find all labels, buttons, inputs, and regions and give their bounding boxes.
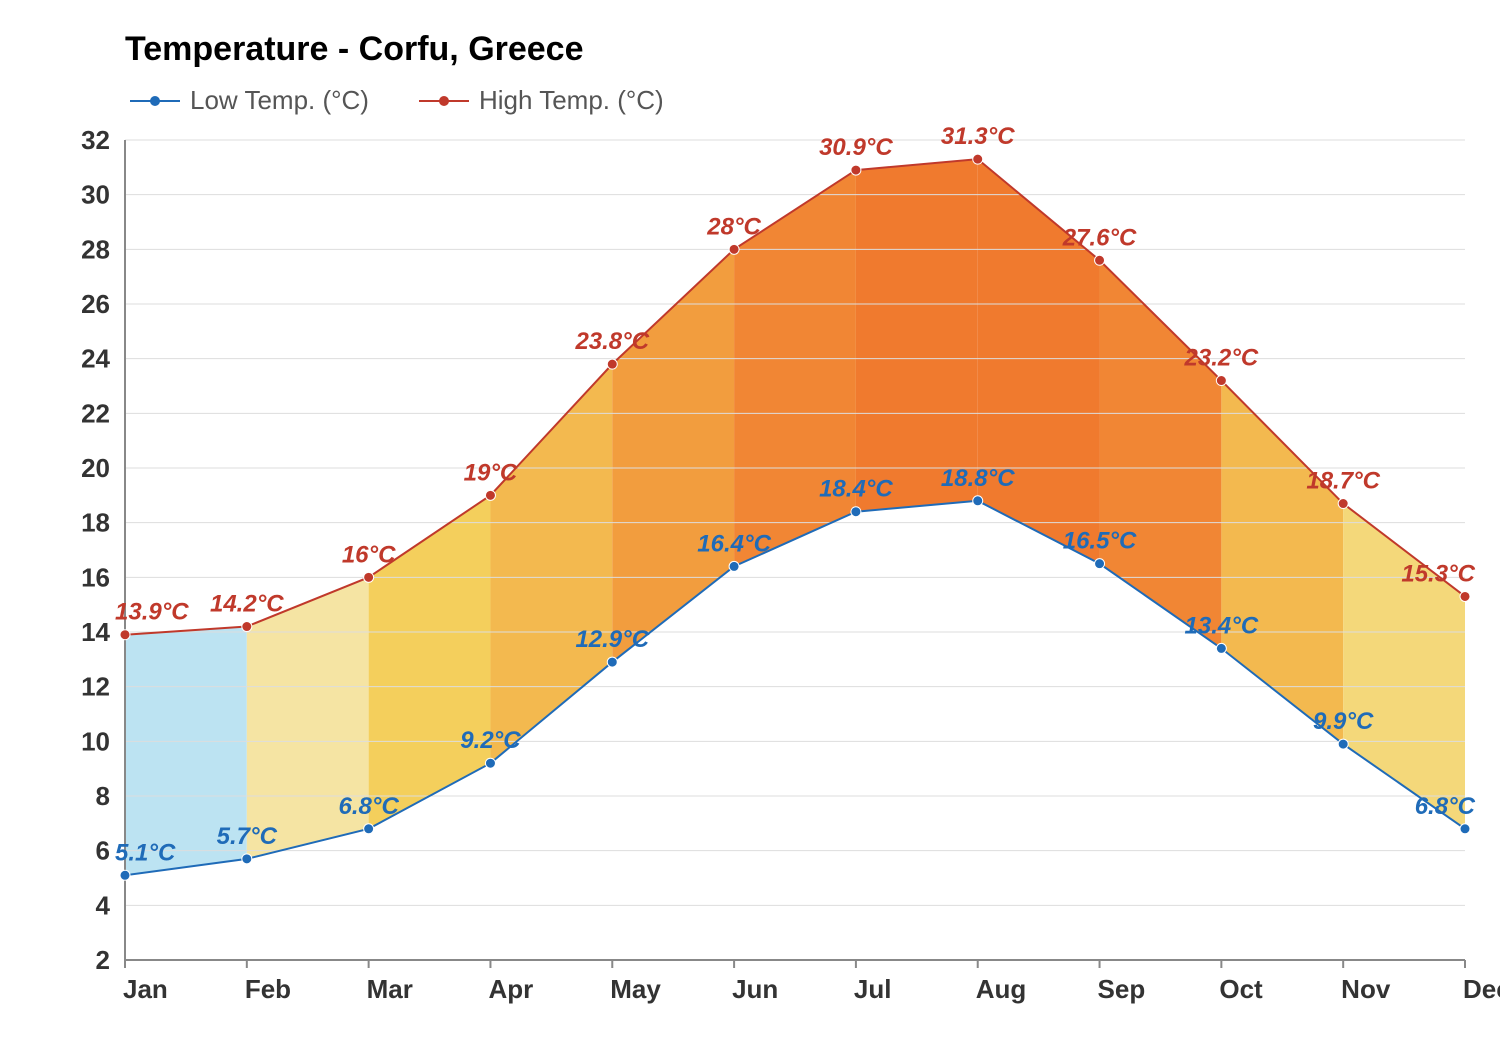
band-segment [1100,260,1222,648]
y-axis-label: 4 [96,890,111,920]
high-marker [1095,255,1105,265]
y-axis-label: 32 [81,125,110,155]
low-label: 18.4°C [819,476,893,503]
low-label: 13.4°C [1185,612,1259,639]
high-label: 30.9°C [819,134,893,161]
chart-svg: 2468101214161820222426283032JanFebMarApr… [0,0,1500,1050]
low-marker [973,496,983,506]
band-segment [978,159,1100,564]
high-marker [607,359,617,369]
band-segment [1343,504,1465,829]
x-axis-label: Jan [123,974,168,1004]
y-axis-label: 6 [96,836,110,866]
y-axis-label: 10 [81,726,110,756]
high-label: 23.8°C [574,328,649,355]
low-marker [120,870,130,880]
low-marker [729,561,739,571]
low-label: 16.4°C [697,530,771,557]
high-marker [120,630,130,640]
x-axis-label: Jun [732,974,778,1004]
low-label: 6.8°C [338,793,399,820]
low-marker [851,507,861,517]
y-axis-label: 8 [96,781,110,811]
y-axis-label: 28 [81,234,110,264]
y-axis-label: 20 [81,453,110,483]
x-axis-label: Oct [1219,974,1263,1004]
band-segment [490,364,612,763]
high-label: 18.7°C [1306,468,1380,495]
high-label: 16°C [342,541,396,568]
high-marker [364,572,374,582]
x-axis-label: May [610,974,661,1004]
low-label: 5.7°C [217,823,278,850]
low-marker [1338,739,1348,749]
x-axis-label: Apr [488,974,533,1004]
high-label: 19°C [464,459,518,486]
high-marker [242,622,252,632]
high-marker [729,244,739,254]
y-axis-label: 24 [81,344,110,374]
high-marker [485,490,495,500]
temperature-chart: Temperature - Corfu, Greece Low Temp. (°… [0,0,1500,1050]
low-marker [1460,824,1470,834]
low-label: 9.2°C [460,727,521,754]
y-axis-label: 30 [81,180,110,210]
high-label: 31.3°C [941,123,1015,150]
band-segment [856,159,978,512]
y-axis-label: 18 [81,508,110,538]
low-marker [1095,559,1105,569]
low-label: 9.9°C [1313,708,1374,735]
high-label: 13.9°C [115,599,189,626]
x-axis-label: Feb [245,974,291,1004]
high-marker [973,154,983,164]
high-label: 23.2°C [1184,345,1259,372]
y-axis-label: 12 [81,672,110,702]
x-axis-label: Sep [1098,974,1146,1004]
high-marker [851,165,861,175]
low-label: 16.5°C [1063,528,1137,555]
y-axis-label: 26 [81,289,110,319]
high-label: 27.6°C [1062,224,1137,251]
y-axis-label: 22 [81,398,110,428]
low-marker [1216,643,1226,653]
x-axis-label: Dec [1463,974,1500,1004]
low-label: 12.9°C [575,626,649,653]
low-marker [607,657,617,667]
y-axis-label: 16 [81,562,110,592]
x-axis-label: Aug [976,974,1027,1004]
high-label: 14.2°C [210,591,284,618]
band-segment [1221,381,1343,745]
low-label: 5.1°C [115,839,176,866]
y-axis-label: 14 [81,617,110,647]
high-marker [1216,376,1226,386]
high-label: 15.3°C [1401,560,1475,587]
low-marker [364,824,374,834]
high-marker [1460,591,1470,601]
high-label: 28°C [706,213,761,240]
low-label: 6.8°C [1415,793,1476,820]
low-label: 18.8°C [941,465,1015,492]
band-segment [612,249,734,662]
x-axis-label: Jul [854,974,892,1004]
low-marker [242,854,252,864]
low-marker [485,758,495,768]
high-marker [1338,499,1348,509]
x-axis-label: Mar [367,974,413,1004]
x-axis-label: Nov [1341,974,1391,1004]
y-axis-label: 2 [96,945,110,975]
